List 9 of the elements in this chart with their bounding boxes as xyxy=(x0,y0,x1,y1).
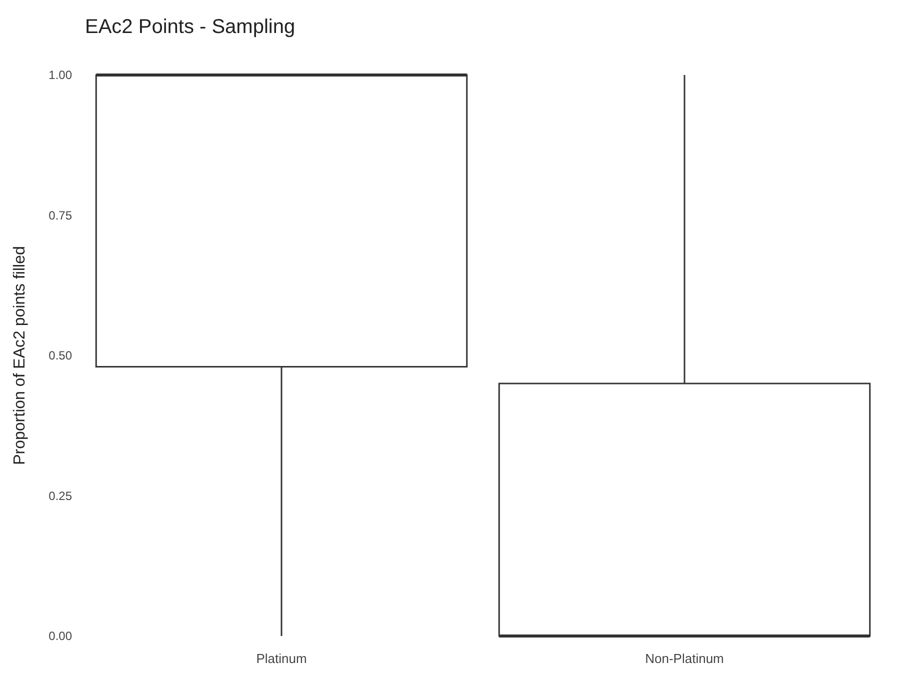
y-tick-label: 0.25 xyxy=(48,488,72,503)
x-tick-label: Non-Platinum xyxy=(645,651,724,666)
y-axis-title: Proportion of EAc2 points filled xyxy=(12,246,28,465)
y-tick-label: 0.75 xyxy=(48,208,72,222)
y-tick-label: 0.50 xyxy=(48,348,72,362)
y-tick-label: 0.00 xyxy=(48,629,72,643)
y-tick-label: 1.00 xyxy=(48,68,72,82)
chart-title: EAc2 Points - Sampling xyxy=(85,16,296,38)
x-tick-label: Platinum xyxy=(256,651,307,666)
